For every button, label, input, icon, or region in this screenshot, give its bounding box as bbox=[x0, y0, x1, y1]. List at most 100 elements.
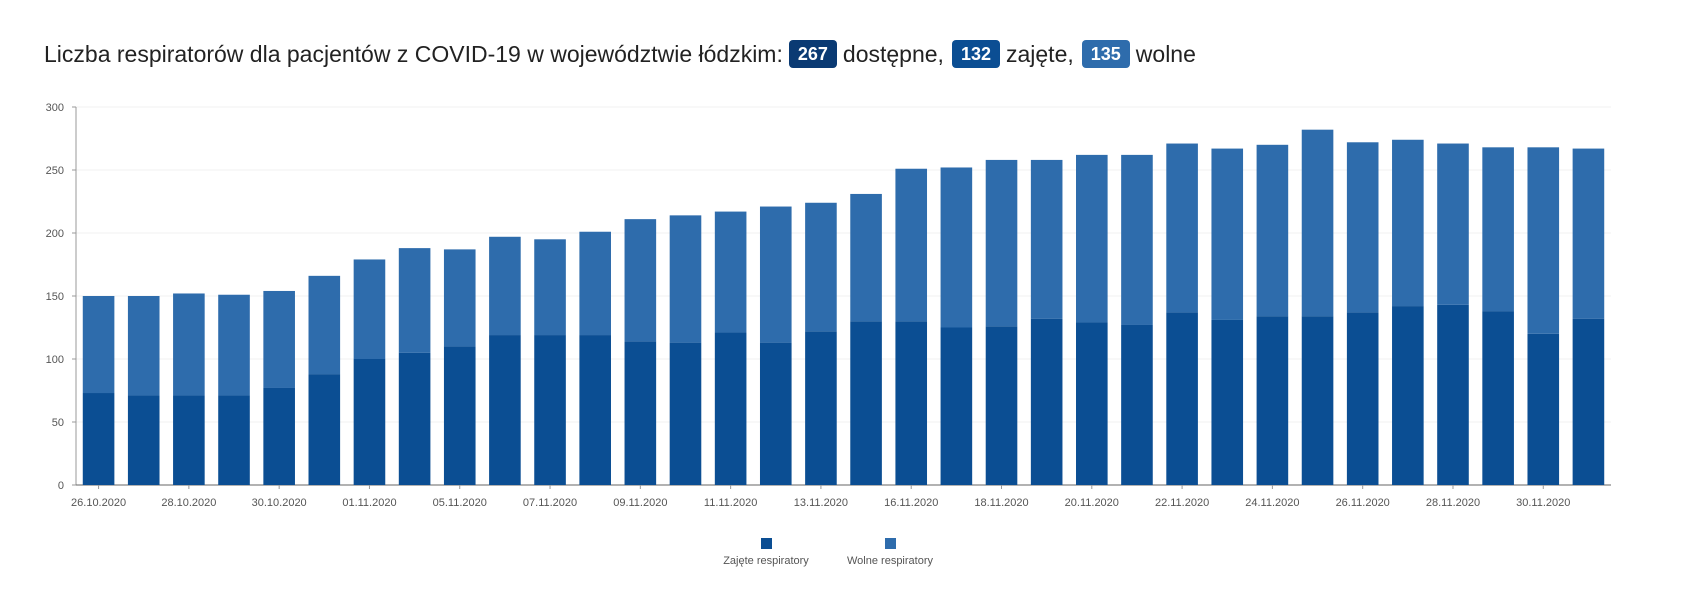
y-tick-label: 50 bbox=[52, 417, 64, 429]
bar-occupied bbox=[1166, 312, 1198, 485]
bar-free bbox=[353, 259, 386, 359]
bar-free bbox=[805, 202, 837, 332]
y-tick-label: 0 bbox=[58, 480, 64, 492]
bar-free bbox=[579, 231, 611, 336]
x-tick-label: 07.11.2020 bbox=[523, 497, 577, 509]
bar-free bbox=[1482, 147, 1514, 312]
x-tick-label: 13.11.2020 bbox=[794, 497, 848, 509]
bar-free bbox=[1527, 147, 1560, 334]
bar-free bbox=[82, 296, 115, 394]
bar-occupied bbox=[624, 341, 657, 485]
bar-occupied bbox=[759, 342, 792, 485]
bar-free bbox=[1437, 143, 1469, 305]
bar-occupied bbox=[1527, 333, 1560, 485]
bar-free bbox=[1166, 143, 1198, 313]
bar-occupied bbox=[714, 332, 747, 485]
bar-free bbox=[940, 167, 973, 328]
x-tick-label: 24.11.2020 bbox=[1245, 497, 1299, 509]
y-tick-label: 250 bbox=[46, 165, 64, 177]
bar-free bbox=[624, 219, 657, 342]
bar-occupied bbox=[398, 352, 431, 485]
x-tick-label: 30.11.2020 bbox=[1516, 497, 1570, 509]
bar-occupied bbox=[443, 346, 476, 485]
available-label: dostępne, bbox=[842, 40, 944, 67]
stacked-bar-chart: 0 50 100 150 200 250 300 26.10.2020 28.10.2020 30… bbox=[46, 102, 1611, 509]
x-tick-label: 05.11.2020 bbox=[433, 497, 487, 509]
page-title: Liczba respiratorów dla pacjentów z COVI… bbox=[44, 36, 1196, 72]
bar-free bbox=[714, 211, 747, 333]
x-tick-label: 01.11.2020 bbox=[342, 497, 396, 509]
bar-free bbox=[895, 168, 928, 322]
free-badge: 135 bbox=[1081, 40, 1130, 68]
x-tick-label: 22.11.2020 bbox=[1155, 497, 1209, 509]
bar-occupied bbox=[1076, 322, 1108, 485]
bar-free bbox=[669, 215, 702, 343]
bar-occupied bbox=[263, 387, 295, 485]
legend-item-occupied[interactable]: Zajęte respiratory bbox=[696, 538, 836, 567]
bar-occupied bbox=[850, 321, 882, 485]
bar-occupied bbox=[579, 335, 611, 485]
bar-occupied bbox=[127, 395, 160, 485]
y-tick-label: 300 bbox=[46, 102, 64, 114]
free-label: wolne bbox=[1135, 40, 1196, 67]
x-tick-label: 26.10.2020 bbox=[71, 497, 126, 509]
bar-occupied bbox=[1572, 318, 1605, 485]
bar-free bbox=[1346, 142, 1379, 313]
bar-free bbox=[1256, 144, 1289, 317]
y-tick-label: 200 bbox=[46, 228, 64, 240]
bar-free bbox=[1572, 148, 1605, 319]
bar-occupied bbox=[1256, 316, 1289, 485]
bar-occupied bbox=[534, 335, 566, 485]
legend-item-free[interactable]: Wolne respiratory bbox=[820, 538, 960, 567]
bar-free bbox=[1392, 139, 1424, 307]
bar-free bbox=[173, 293, 205, 396]
bar-occupied bbox=[82, 393, 115, 485]
bar-occupied bbox=[669, 342, 702, 485]
bar-free bbox=[1301, 129, 1334, 317]
bar-free bbox=[985, 159, 1018, 327]
bar-free bbox=[1076, 154, 1108, 323]
bar-occupied bbox=[1392, 306, 1424, 485]
legend-label-free: Wolne respiratory bbox=[847, 555, 933, 567]
bar-occupied bbox=[1346, 312, 1379, 485]
bar-free bbox=[759, 206, 792, 343]
bar-occupied bbox=[940, 327, 973, 485]
legend-swatch-free bbox=[884, 538, 896, 549]
bar-free bbox=[489, 236, 521, 336]
bar-free bbox=[263, 290, 295, 388]
occupied-badge: 132 bbox=[951, 40, 1000, 68]
x-tick-label: 28.11.2020 bbox=[1426, 497, 1480, 509]
bar-occupied bbox=[1301, 316, 1334, 485]
x-tick-label: 26.11.2020 bbox=[1336, 497, 1390, 509]
bar-occupied bbox=[1211, 319, 1244, 485]
bar-free bbox=[1121, 154, 1153, 325]
bar-occupied bbox=[218, 395, 250, 485]
x-tick-label: 09.11.2020 bbox=[613, 497, 667, 509]
bar-occupied bbox=[1030, 318, 1063, 485]
x-tick-label: 20.11.2020 bbox=[1065, 497, 1119, 509]
y-tick-label: 100 bbox=[46, 354, 64, 366]
bar-free bbox=[1030, 159, 1063, 319]
bar-occupied bbox=[353, 359, 386, 485]
x-tick-label: 18.11.2020 bbox=[974, 497, 1028, 509]
bar-free bbox=[398, 248, 431, 353]
bar-free bbox=[218, 294, 250, 396]
bar-occupied bbox=[1437, 304, 1469, 485]
bar-free bbox=[127, 296, 160, 396]
title-text: Liczba respiratorów dla pacjentów z COVI… bbox=[44, 40, 783, 67]
bar-occupied bbox=[985, 326, 1018, 485]
occupied-label: zajęte, bbox=[1005, 40, 1074, 67]
legend-label-occupied: Zajęte respiratory bbox=[723, 555, 809, 567]
bar-free bbox=[850, 193, 882, 322]
bar-free bbox=[1211, 148, 1244, 320]
bar-free bbox=[443, 249, 476, 347]
bar-occupied bbox=[489, 335, 521, 485]
bar-occupied bbox=[895, 321, 928, 485]
chart-legend: Zajęte respiratory Wolne respiratory bbox=[0, 538, 1692, 578]
x-tick-label: 11.11.2020 bbox=[704, 497, 757, 509]
bar-occupied bbox=[805, 331, 837, 485]
y-tick-label: 150 bbox=[46, 291, 64, 303]
bar-occupied bbox=[308, 374, 341, 485]
x-tick-label: 30.10.2020 bbox=[252, 497, 307, 509]
available-badge: 267 bbox=[788, 40, 837, 68]
